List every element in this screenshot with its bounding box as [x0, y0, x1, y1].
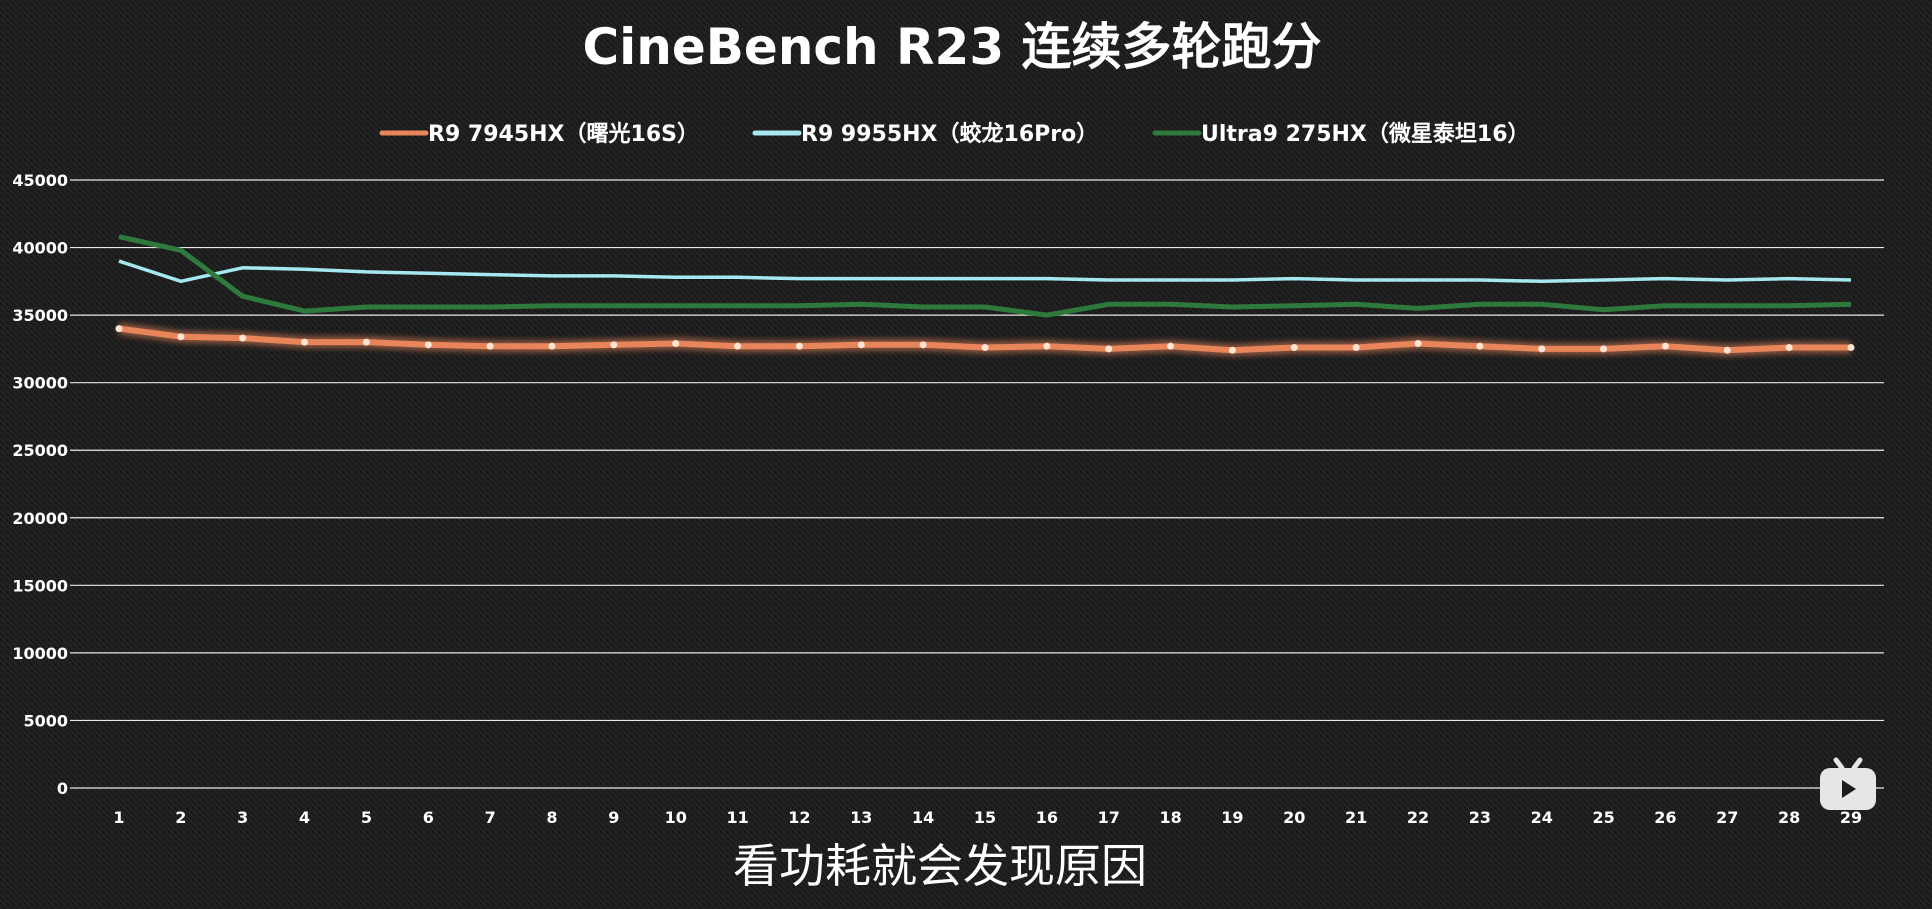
series-point — [115, 325, 123, 333]
series-point — [1105, 345, 1113, 353]
x-tick-label: 26 — [1654, 808, 1676, 827]
x-tick-label: 2 — [175, 808, 186, 827]
y-tick-label: 15000 — [12, 576, 68, 595]
x-tick-label: 1 — [113, 808, 124, 827]
series-point — [1414, 339, 1422, 347]
series-point — [1661, 342, 1669, 350]
series-point — [301, 338, 309, 346]
series-point — [486, 342, 494, 350]
series-point — [1167, 342, 1175, 350]
series-point — [362, 338, 370, 346]
series-point — [424, 341, 432, 349]
x-tick-label: 27 — [1716, 808, 1738, 827]
x-tick-label: 13 — [850, 808, 872, 827]
series-point — [1723, 346, 1731, 354]
series-point — [1352, 344, 1360, 352]
grid-lines — [70, 179, 1884, 789]
x-tick-label: 20 — [1283, 808, 1305, 827]
series-point — [177, 333, 185, 341]
y-tick-label: 30000 — [12, 374, 68, 393]
x-tick-label: 24 — [1531, 808, 1553, 827]
series-point — [1538, 345, 1546, 353]
y-tick-label: 20000 — [12, 509, 68, 528]
y-tick-label: 35000 — [12, 306, 68, 325]
x-tick-label: 29 — [1840, 808, 1862, 827]
x-axis-ticks: 1 2 3 4 5 6 7 8 9 10 11 12 13 14 15 16 17 18 19 20 21 22 23 24 2… — [113, 808, 1862, 827]
series-point — [1600, 345, 1608, 353]
series-point — [981, 344, 989, 352]
series-line — [118, 234, 1852, 318]
series-point — [548, 342, 556, 350]
series-point — [1043, 342, 1051, 350]
x-tick-label: 21 — [1345, 808, 1367, 827]
legend-label: R9 9955HX（蛟龙16Pro） — [801, 121, 1098, 147]
y-tick-label: 5000 — [23, 711, 68, 730]
y-tick-label: 45000 — [12, 171, 68, 190]
y-tick-label: 0 — [57, 779, 68, 798]
x-tick-label: 5 — [361, 808, 372, 827]
y-tick-label: 10000 — [12, 644, 68, 663]
subtitle-caption: 看功耗就会发现原因 — [733, 839, 1147, 893]
legend-label: Ultra9 275HX（微星泰坦16） — [1201, 121, 1530, 147]
series-point — [1290, 344, 1298, 352]
legend: R9 7945HX（曙光16S） R9 9955HX（蛟龙16Pro） Ultra9… — [379, 121, 1530, 147]
series-point — [1785, 344, 1793, 352]
x-tick-label: 17 — [1098, 808, 1120, 827]
series-point — [734, 342, 742, 350]
series-point — [610, 341, 618, 349]
series-point — [239, 334, 247, 342]
series-point — [672, 339, 680, 347]
x-tick-label: 6 — [423, 808, 434, 827]
bilibili-tv-icon — [1820, 757, 1876, 810]
x-tick-label: 22 — [1407, 808, 1429, 827]
x-tick-label: 4 — [299, 808, 310, 827]
y-tick-label: 25000 — [12, 441, 68, 460]
x-tick-label: 3 — [237, 808, 248, 827]
series-line — [118, 259, 1852, 284]
series-lines — [115, 234, 1855, 357]
y-axis-ticks: 0 5000 10000 15000 20000 25000 30000 35000 40000… — [12, 171, 68, 798]
series-point — [857, 341, 865, 349]
x-tick-label: 7 — [485, 808, 496, 827]
x-tick-label: 16 — [1036, 808, 1058, 827]
series-point — [919, 341, 927, 349]
x-tick-label: 9 — [608, 808, 619, 827]
x-tick-label: 18 — [1159, 808, 1181, 827]
legend-label: R9 7945HX（曙光16S） — [428, 122, 699, 147]
series-point — [1228, 346, 1236, 354]
x-tick-label: 15 — [974, 808, 996, 827]
series-point — [1476, 342, 1484, 350]
y-tick-label: 40000 — [12, 239, 68, 258]
x-tick-label: 12 — [788, 808, 810, 827]
x-tick-label: 14 — [912, 808, 934, 827]
x-tick-label: 28 — [1778, 808, 1800, 827]
x-tick-label: 19 — [1221, 808, 1243, 827]
chart-title: CineBench R23 连续多轮跑分 — [582, 18, 1321, 76]
x-tick-label: 8 — [546, 808, 557, 827]
x-tick-label: 11 — [726, 808, 748, 827]
x-tick-label: 23 — [1469, 808, 1491, 827]
x-tick-label: 25 — [1592, 808, 1614, 827]
series-point — [795, 342, 803, 350]
x-tick-label: 10 — [665, 808, 687, 827]
series-point — [1847, 344, 1855, 352]
